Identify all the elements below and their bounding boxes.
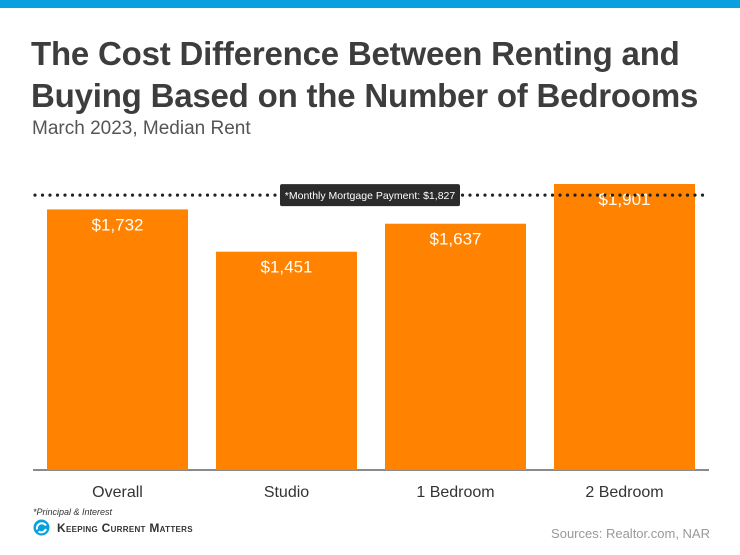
bar-3 [385,223,526,470]
bar-value-label-2: $1,451 [261,258,313,277]
sources-text: Sources: Realtor.com, NAR [551,526,710,541]
bar-value-label-4: $1,901 [599,190,651,209]
bar-1 [47,209,188,470]
chart-subtitle: March 2023, Median Rent [32,118,251,139]
chart-title: The Cost Difference Between Renting and … [31,33,721,117]
bar-4 [554,184,695,470]
top-accent-bar [0,0,740,8]
reference-label-text: *Monthly Mortgage Payment: $1,827 [285,190,456,202]
bar-value-label-3: $1,637 [430,230,482,249]
kcm-logo-icon [33,519,50,536]
bar-2 [216,251,357,470]
x-tick-label-1: Overall [92,484,143,501]
title-line-1: The Cost Difference Between Renting and [31,35,680,72]
logo-text: Keeping Current Matters [57,520,193,535]
x-tick-label-2: Studio [264,484,309,501]
footnote: *Principal & Interest [33,507,113,517]
x-tick-label-4: 2 Bedroom [585,484,663,501]
bar-value-label-1: $1,732 [92,215,144,234]
reference-label-box [280,184,460,207]
x-tick-label-3: 1 Bedroom [416,484,494,501]
title-line-2: Buying Based on the Number of Bedrooms [31,77,699,114]
kcm-logo: Keeping Current Matters [33,519,193,536]
